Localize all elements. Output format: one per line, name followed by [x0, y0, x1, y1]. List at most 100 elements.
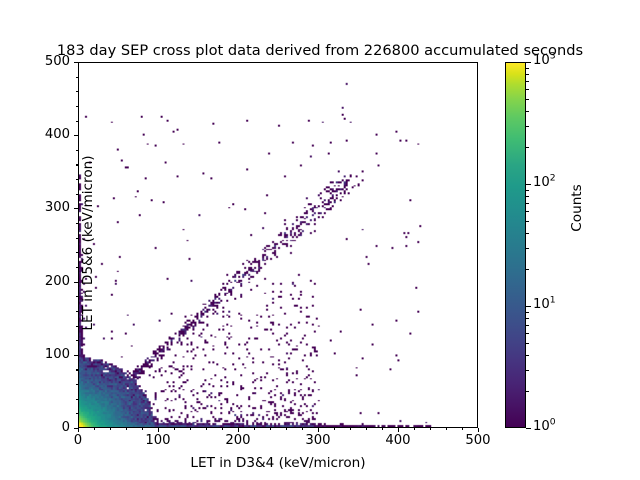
- colorbar-minor-tick: [526, 220, 529, 222]
- colorbar-minor-tick: [526, 98, 529, 100]
- colorbar-minor-tick: [526, 195, 529, 197]
- y-tick-400: [74, 135, 78, 137]
- x-minor-tick: [142, 428, 144, 431]
- x-tick-200: [238, 428, 240, 432]
- x-minor-tick: [302, 428, 304, 431]
- x-ticklabel-300: 300: [305, 433, 331, 448]
- x-minor-tick: [446, 428, 448, 431]
- y-minor-tick: [75, 105, 78, 107]
- x-minor-tick: [366, 428, 368, 431]
- y-axis-label: LET in D5&6 (keV/micron): [80, 155, 96, 331]
- x-minor-tick: [382, 428, 384, 431]
- colorbar-minor-tick: [526, 80, 529, 82]
- colorbar-minor-tick: [526, 67, 529, 69]
- y-minor-tick: [75, 398, 78, 400]
- colorbar-minor-tick: [526, 354, 529, 356]
- colorbar-ticklabel-1000: 103: [533, 50, 556, 68]
- colorbar-minor-tick: [526, 232, 529, 234]
- y-minor-tick: [75, 149, 78, 151]
- colorbar-minor-tick: [526, 147, 529, 149]
- y-minor-tick: [75, 252, 78, 254]
- x-ticklabel-500: 500: [465, 433, 491, 448]
- colorbar-minor-tick: [526, 110, 529, 112]
- y-minor-tick: [75, 223, 78, 225]
- x-minor-tick: [430, 428, 432, 431]
- y-ticklabel-500: 500: [44, 54, 70, 69]
- colorbar-minor-tick: [526, 369, 529, 371]
- y-minor-tick: [75, 76, 78, 78]
- x-minor-tick: [334, 428, 336, 431]
- colorbar-minor-tick: [526, 391, 529, 393]
- x-minor-tick: [126, 428, 128, 431]
- colorbar-minor-tick: [526, 317, 529, 319]
- colorbar-tick-100: [526, 184, 531, 186]
- colorbar-minor-tick: [526, 324, 529, 326]
- x-minor-tick: [270, 428, 272, 431]
- x-minor-tick: [350, 428, 352, 431]
- y-minor-tick: [75, 179, 78, 181]
- x-tick-300: [318, 428, 320, 432]
- colorbar-minor-tick: [526, 73, 529, 75]
- colorbar-minor-tick: [526, 202, 529, 204]
- y-minor-tick: [75, 237, 78, 239]
- colorbar-minor-tick: [526, 189, 529, 191]
- title-line-1: 183 day SEP cross plot data derived from…: [56, 42, 584, 59]
- y-tick-0: [74, 428, 78, 430]
- colorbar-ticklabel-10: 101: [533, 294, 556, 312]
- scatter-density-canvas: [79, 63, 477, 427]
- colorbar-label: Counts: [569, 184, 585, 232]
- colorbar-minor-tick: [526, 342, 529, 344]
- colorbar-minor-tick: [526, 311, 529, 313]
- x-ticklabel-200: 200: [225, 433, 251, 448]
- y-minor-tick: [75, 91, 78, 93]
- colorbar-minor-tick: [526, 211, 529, 213]
- y-minor-tick: [75, 340, 78, 342]
- colorbar-tick-1: [526, 428, 531, 430]
- y-tick-300: [74, 208, 78, 210]
- x-minor-tick: [254, 428, 256, 431]
- colorbar-minor-tick: [526, 269, 529, 271]
- y-minor-tick: [75, 369, 78, 371]
- colorbar-ticklabel-100: 102: [533, 172, 556, 190]
- y-ticklabel-300: 300: [44, 200, 70, 216]
- x-ticklabel-100: 100: [145, 433, 171, 448]
- x-minor-tick: [222, 428, 224, 431]
- y-minor-tick: [75, 296, 78, 298]
- x-minor-tick: [286, 428, 288, 431]
- x-axis-label: LET in D3&4 (keV/micron): [190, 455, 366, 471]
- y-ticklabel-200: 200: [44, 273, 70, 289]
- x-minor-tick: [94, 428, 96, 431]
- colorbar-minor-tick: [526, 247, 529, 249]
- colorbar: [505, 62, 526, 428]
- y-minor-tick: [75, 413, 78, 415]
- colorbar-minor-tick: [526, 333, 529, 335]
- colorbar-tick-1000: [526, 62, 531, 64]
- y-minor-tick: [75, 325, 78, 327]
- y-ticklabel-0: 0: [61, 420, 70, 435]
- x-tick-100: [158, 428, 160, 432]
- y-minor-tick: [75, 384, 78, 386]
- colorbar-tick-10: [526, 306, 531, 308]
- y-minor-tick: [75, 266, 78, 269]
- x-tick-500: [478, 428, 480, 432]
- plot-area: [78, 62, 478, 428]
- x-tick-0: [78, 428, 80, 432]
- x-minor-tick: [206, 428, 208, 431]
- x-tick-400: [398, 428, 400, 432]
- y-minor-tick: [75, 310, 78, 312]
- colorbar-minor-tick: [526, 125, 529, 127]
- x-minor-tick: [414, 428, 416, 431]
- y-tick-100: [74, 354, 78, 356]
- y-ticklabel-400: 400: [44, 127, 70, 143]
- y-minor-tick: [75, 120, 78, 122]
- y-minor-tick: [75, 193, 78, 195]
- x-minor-tick: [110, 428, 112, 431]
- x-ticklabel-400: 400: [385, 433, 411, 448]
- y-minor-tick: [75, 164, 78, 166]
- x-ticklabel-0: 0: [73, 433, 83, 448]
- y-tick-500: [74, 62, 78, 64]
- y-tick-200: [74, 281, 78, 283]
- colorbar-gradient: [505, 62, 526, 428]
- y-ticklabel-100: 100: [44, 346, 70, 362]
